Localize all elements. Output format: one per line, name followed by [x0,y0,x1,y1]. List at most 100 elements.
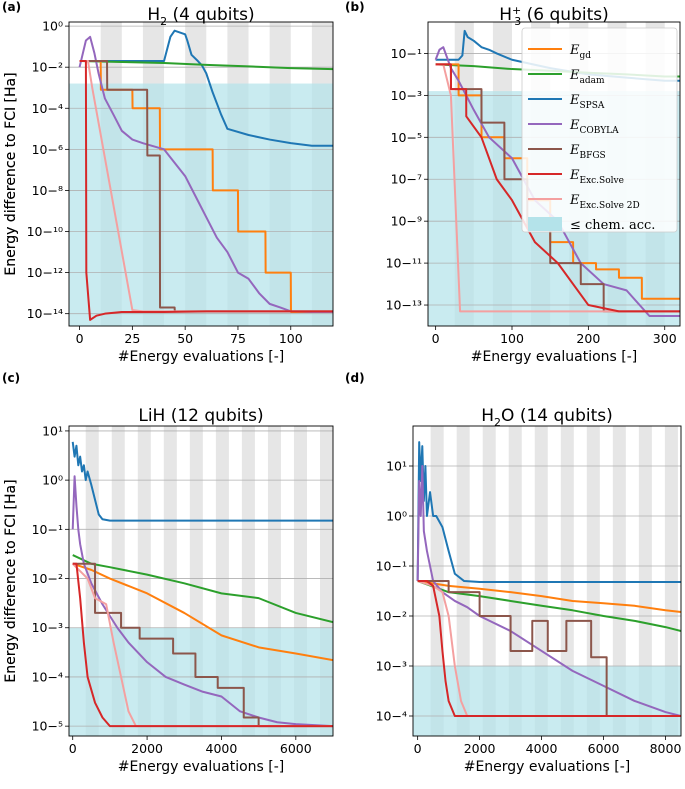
series-gd [72,562,333,662]
y-tick-label: 10−² [32,60,63,75]
y-axis-label: Energy difference to FCI [Ha] [3,72,19,275]
legend: Egd Eadam ESPSA ECOBYLA EBFGS EExc.Solve EExc.… [521,27,678,233]
series-adam [417,580,681,633]
panel-letter: (a) [2,0,21,14]
y-tick-label: 10−³ [32,620,63,635]
series-exc [435,63,680,313]
y-tick-label: 10¹ [42,423,63,438]
legend-label-gd: Egd [569,43,591,61]
series-gd [417,580,681,614]
x-tick-label: 300 [653,331,677,346]
x-tick-label: 6000 [588,741,620,756]
panel-letter: (c) [2,371,20,385]
series-adam [72,554,333,624]
series-cobyla [78,35,333,314]
y-tick-label: 10−⁸ [32,183,63,198]
y-tick-label: 10−² [32,571,63,586]
y-tick-label: 10−¹³ [386,298,422,313]
panel-a: 0 25 50 75 100 10⁰ 10−² 10−⁴ 10−⁶ 10−⁸ 10−¹⁰ 10−¹² 1… [2,0,334,365]
series-exc [72,562,333,728]
series-exc [417,580,681,717]
legend-label-bfgs: EBFGS [569,143,606,161]
legend-swatch-band [528,217,562,231]
y-tick-label: 10−⁷ [391,172,422,187]
y-tick-label: 10⁰ [42,19,63,34]
y-tick-label: 10−¹ [32,522,63,537]
series-bfgs [417,580,681,717]
legend-box [521,27,678,233]
y-axis-label: Energy difference to FCI [Ha] [3,479,19,682]
legend-label-spsa: ESPSA [569,93,605,111]
series-spsa [79,29,333,147]
y-tick-label: 10−³ [376,659,407,674]
y-tick-label: 10−⁶ [32,142,63,157]
x-tick-label: 2000 [464,741,496,756]
series-spsa [71,441,333,522]
panel-b: 0 100 200 300 10−¹ 10−³ 10−⁵ 10−⁷ 10−⁹ 10−¹¹ 10−¹³… [3,0,681,365]
y-tick-label: 10−¹¹ [386,256,422,271]
y-tick-label: 10−³ [391,88,422,103]
axes-frame [68,21,334,327]
panel-title: H2O (14 qubits) [481,406,612,429]
y-axis-label: Energy difference to FCI [Ha] [3,479,19,682]
x-axis-label: #Energy evaluations [-] [464,759,631,775]
axes-frame [427,21,681,327]
plot-area [69,22,333,326]
x-tick-label: 200 [576,331,600,346]
series-exc2d [417,580,681,717]
x-tick-label: 8000 [650,741,682,756]
legend-label-adam: Eadam [569,68,605,86]
panel-letter: (d) [345,371,365,385]
y-tick-label: 10−¹² [27,265,63,280]
series-adam [79,60,333,71]
y-tick-label: 10¹ [386,459,407,474]
panel-title: H2 (4 qubits) [147,5,254,28]
x-tick-label: 0 [414,741,422,756]
series-cobyla [71,475,333,728]
y-tick-label: 10−² [376,609,407,624]
legend-label-band: ≤ chem. acc. [570,218,655,233]
y-tick-label: 10−⁴ [32,101,63,116]
panel-title: H+ 3 (6 qubits) [499,4,609,28]
y-tick-label: 10⁰ [386,509,407,524]
series-exc [79,60,333,321]
y-tick-label: 10−⁴ [376,709,407,724]
series-bfgs [79,60,333,313]
series-exc2d [72,563,333,728]
x-tick-label: 25 [124,331,140,346]
x-tick-label: 75 [230,331,246,346]
x-tick-label: 50 [177,331,193,346]
legend-label-exc: EExc.Solve [569,168,624,186]
axes-frame [412,425,682,737]
x-axis-label: #Energy evaluations [-] [118,349,285,365]
axes-frame [68,425,334,737]
series-bfgs [72,562,333,728]
chem-accuracy-band [69,627,333,736]
y-tick-label: 10−¹ [391,46,422,61]
panel-c: 0 2000 4000 6000 10¹ 10⁰ 10−¹ 10−² 10−³ 10−⁴ 10−⁵ #… [2,371,334,775]
panel-d: 0 2000 4000 6000 8000 10¹ 10⁰ 10−¹ 10−² 10−³ 10−⁴ #… [3,371,681,775]
y-tick-label: 10−¹ [376,559,407,574]
y-tick-label: 10⁰ [42,473,63,488]
x-tick-label: 0 [432,331,440,346]
y-tick-label: 10−¹⁴ [27,306,63,321]
panel-letter: (b) [345,0,365,14]
x-tick-label: 100 [500,331,524,346]
y-tick-label: 10−⁵ [391,130,422,145]
y-tick-label: 10−⁴ [32,669,63,684]
y-axis-label: Energy difference to FCI [Ha] [3,72,19,275]
y-tick-label: 10−⁹ [391,214,422,229]
chem-accuracy-band [413,666,681,736]
y-tick-label: 10−⁵ [32,719,63,734]
x-tick-label: 2000 [131,741,163,756]
x-tick-label: 4000 [206,741,238,756]
legend-label-cobyla: ECOBYLA [569,118,619,136]
x-axis-label: #Energy evaluations [-] [118,759,285,775]
x-tick-label: 100 [279,331,303,346]
x-tick-label: 6000 [280,741,312,756]
plot-area [69,426,333,736]
x-tick-label: 4000 [526,741,558,756]
x-tick-label: 0 [76,331,84,346]
series-cobyla [416,465,681,717]
